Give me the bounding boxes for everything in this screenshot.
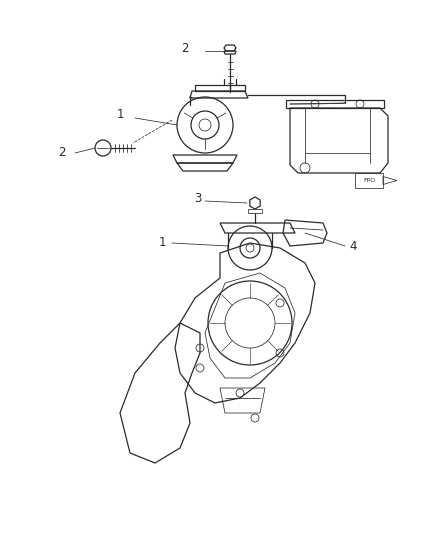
Text: FPO: FPO — [363, 178, 375, 183]
Text: 4: 4 — [349, 239, 357, 253]
Text: 1: 1 — [116, 109, 124, 122]
Text: 1: 1 — [158, 237, 166, 249]
Text: 2: 2 — [181, 43, 189, 55]
Text: 3: 3 — [194, 192, 201, 206]
Text: 2: 2 — [58, 147, 66, 159]
